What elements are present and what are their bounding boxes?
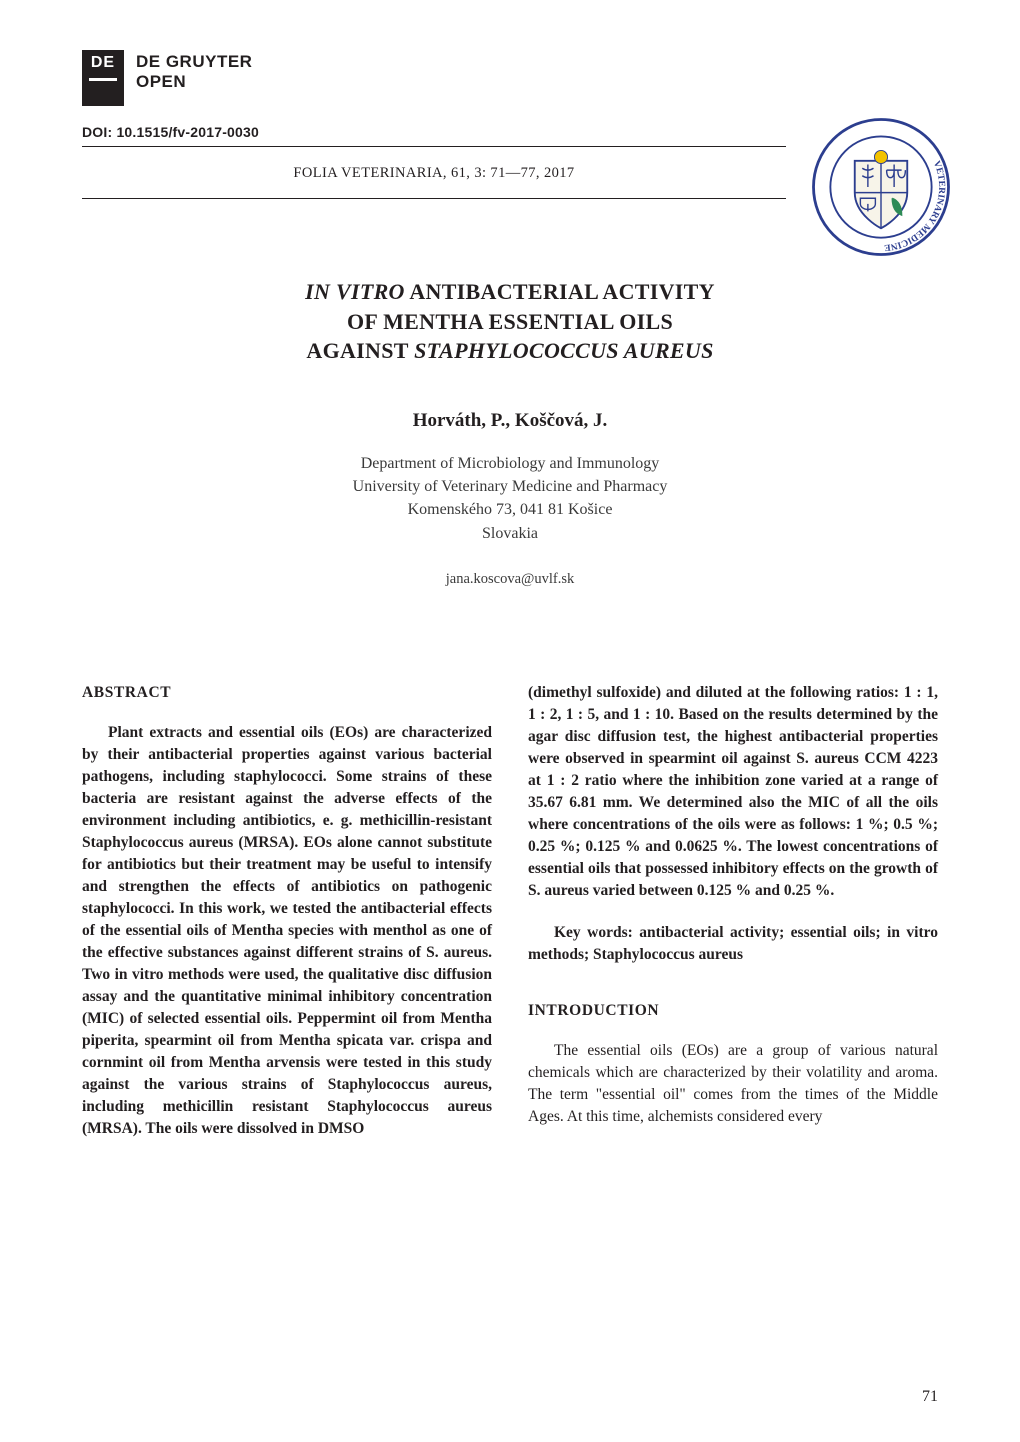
- keywords-paragraph: Key words: antibacterial activity; essen…: [528, 922, 938, 966]
- title-line-1-rest: ANTIBACTERIAL ACTIVITY: [405, 279, 715, 304]
- affiliation: Department of Microbiology and Immunolog…: [82, 452, 938, 545]
- publisher-name: DE GRUYTER OPEN: [136, 50, 252, 91]
- affiliation-line-2: University of Veterinary Medicine and Ph…: [82, 475, 938, 498]
- introduction-heading: INTRODUCTION: [528, 1000, 938, 1022]
- title-line-3-pre: AGAINST: [306, 338, 414, 363]
- body-columns: ABSTRACT Plant extracts and essential oi…: [82, 682, 938, 1140]
- title-line-3-italic: STAPHYLOCOCCUS AUREUS: [414, 338, 714, 363]
- publisher-name-line1: DE GRUYTER: [136, 52, 252, 72]
- introduction-paragraph: The essential oils (EOs) are a group of …: [528, 1040, 938, 1128]
- page-number: 71: [922, 1388, 938, 1406]
- header-rule-bottom: [82, 198, 786, 199]
- publisher-mark-icon: DE: [82, 50, 124, 106]
- publisher-mark-bar: [89, 78, 117, 81]
- title-line-3: AGAINST STAPHYLOCOCCUS AUREUS: [82, 336, 938, 366]
- abstract-paragraph-col2: (dimethyl sulfoxide) and diluted at the …: [528, 682, 938, 902]
- keywords-text: Key words: antibacterial activity; essen…: [528, 924, 938, 963]
- abstract-paragraph-col1: Plant extracts and essential oils (EOs) …: [82, 722, 492, 1140]
- abstract-heading: ABSTRACT: [82, 682, 492, 704]
- publisher-name-line2: OPEN: [136, 72, 252, 92]
- publisher-initials: DE: [91, 54, 115, 72]
- running-header: FOLIA VETERINARIA, 61, 3: 71—77, 2017: [82, 147, 786, 198]
- authors: Horváth, P., Koščová, J.: [82, 410, 938, 432]
- affiliation-line-3: Komenského 73, 041 81 Košice: [82, 498, 938, 521]
- publisher-logo-block: DE DE GRUYTER OPEN: [82, 50, 938, 106]
- article-title: IN VITRO ANTIBACTERIAL ACTIVITY OF MENTH…: [82, 277, 938, 366]
- title-line-1-italic: IN VITRO: [305, 279, 405, 304]
- affiliation-line-1: Department of Microbiology and Immunolog…: [82, 452, 938, 475]
- corresponding-email: jana.koscova@uvlf.sk: [82, 571, 938, 588]
- university-seal-icon: VETERINARY MEDICINE: [806, 112, 956, 262]
- title-line-1: IN VITRO ANTIBACTERIAL ACTIVITY: [82, 277, 938, 307]
- affiliation-line-4: Slovakia: [82, 522, 938, 545]
- title-line-2: OF MENTHA ESSENTIAL OILS: [82, 307, 938, 337]
